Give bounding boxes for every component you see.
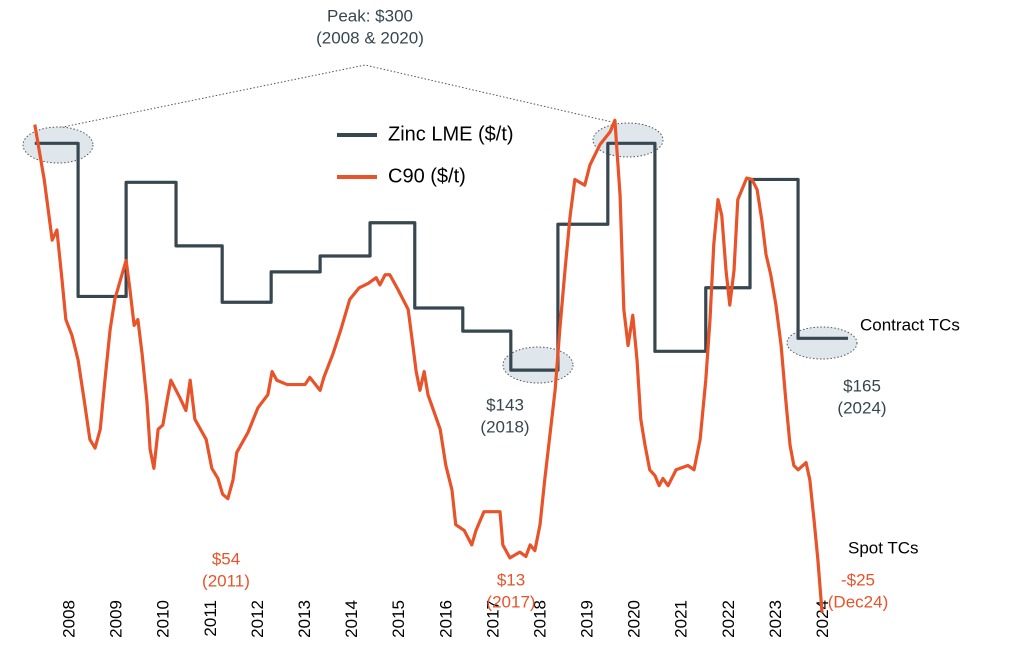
x-tick-label: 2020	[625, 600, 644, 638]
peak-connector	[57, 64, 613, 129]
x-tick-label: 2010	[154, 600, 173, 638]
annotation: Contract TCs	[860, 315, 960, 334]
annotation: -$25	[841, 570, 875, 589]
legend-label: Zinc LME ($/t)	[388, 123, 514, 145]
highlight-ellipse	[22, 126, 94, 164]
x-tick-label: 2015	[389, 600, 408, 638]
x-tick-label: 2009	[107, 600, 126, 638]
x-tick-label: 2008	[60, 600, 79, 638]
annotation: Spot TCs	[848, 538, 919, 557]
x-tick-label: 2013	[295, 600, 314, 638]
annotation: $13	[497, 570, 525, 589]
annotation: $165	[843, 376, 881, 395]
annotation: Peak: $300	[327, 6, 413, 25]
highlights	[22, 64, 858, 384]
x-tick-label: 2023	[766, 600, 785, 638]
x-tick-label: 2022	[719, 600, 738, 638]
annotation: $143	[486, 395, 524, 414]
series-line	[34, 141, 848, 372]
x-tick-label: 2021	[672, 600, 691, 638]
annotation: (2011)	[202, 571, 250, 590]
annotation: (2008 & 2020)	[316, 28, 424, 47]
annotation: $54	[212, 549, 240, 568]
x-tick-label: 2011	[201, 600, 220, 637]
x-tick-label: 2012	[248, 600, 267, 638]
x-tick-label: 2019	[578, 600, 597, 638]
annotation: (2017)	[486, 592, 535, 611]
annotation: (Dec24)	[828, 592, 888, 611]
x-tick-label: 2016	[436, 600, 455, 638]
legend-label: C90 ($/t)	[388, 165, 466, 187]
highlight-ellipse	[502, 346, 574, 384]
series-line	[33, 118, 824, 613]
x-tick-label: 2024	[813, 600, 832, 638]
x-tick-label: 2017	[483, 600, 502, 638]
highlight-ellipse	[786, 326, 858, 360]
x-tick-label: 2018	[530, 600, 549, 638]
annotation: (2018)	[480, 417, 529, 436]
x-tick-label: 2014	[342, 600, 361, 638]
annotation: (2024)	[837, 398, 886, 417]
